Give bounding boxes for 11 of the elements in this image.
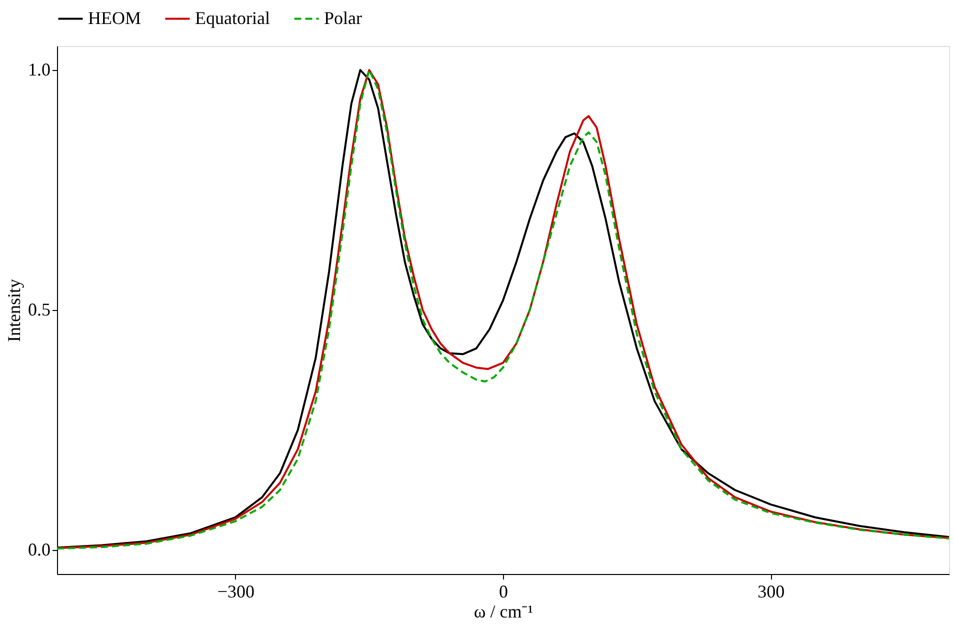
y-tick-label: 0.5 [28, 300, 50, 320]
x-tick-label: 300 [758, 582, 785, 602]
x-tick-label: −300 [217, 582, 254, 602]
x-axis-title: ω / cm⁻¹ [474, 602, 534, 622]
legend-label: Equatorial [195, 8, 270, 28]
y-axis-title: Intensity [4, 279, 24, 342]
legend-label: Polar [324, 8, 362, 28]
y-tick-label: 1.0 [28, 60, 50, 80]
legend-label: HEOM [88, 8, 141, 28]
x-tick-label: 0 [499, 582, 508, 602]
y-tick-label: 0.0 [28, 540, 50, 560]
